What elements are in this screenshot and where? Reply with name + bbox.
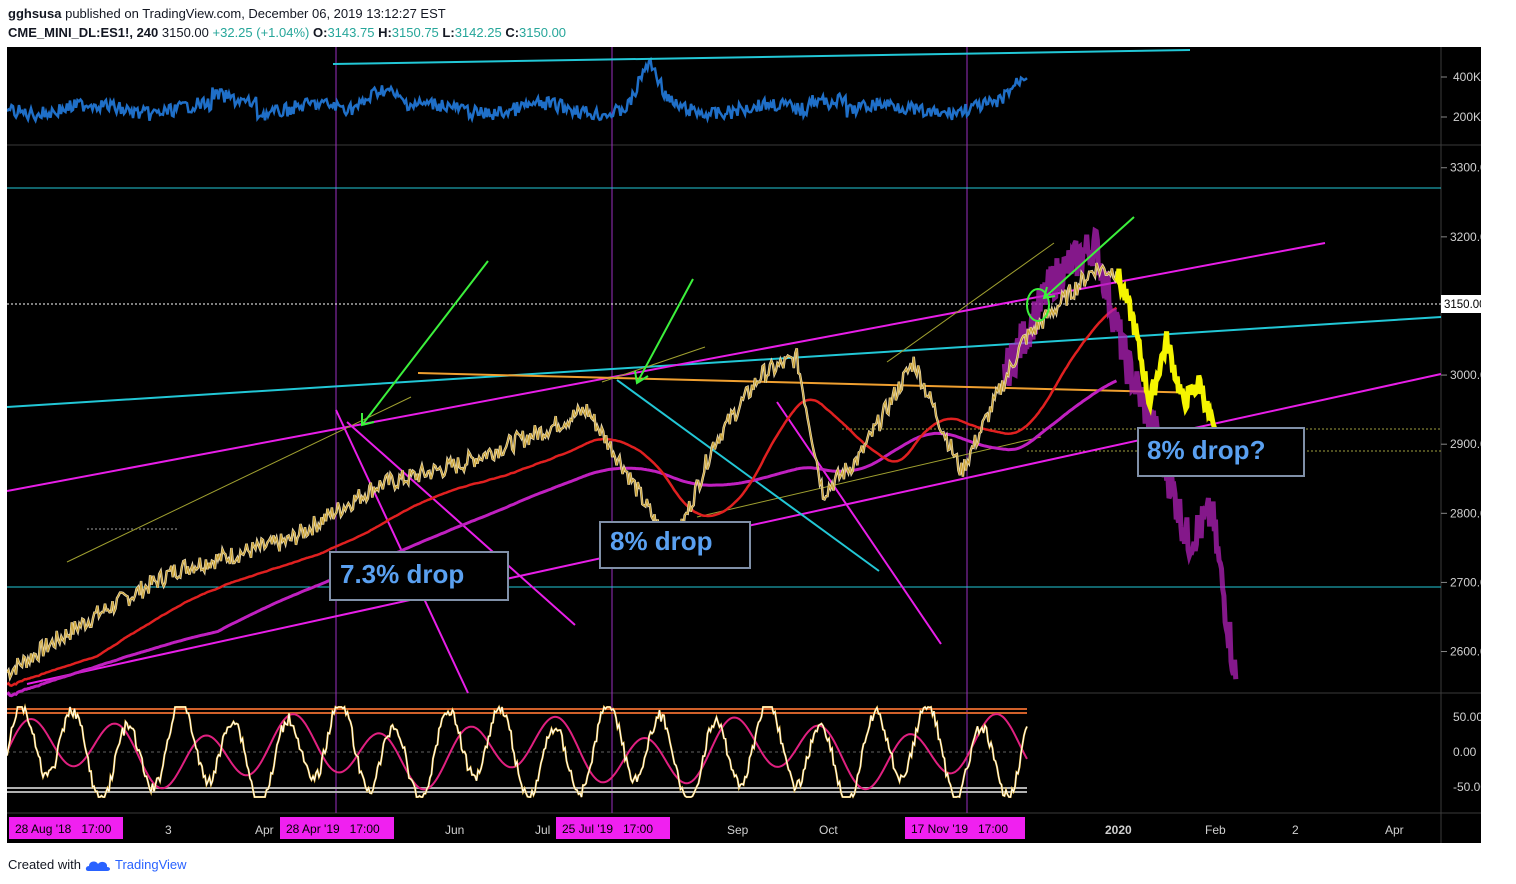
- volume-axis-label-200k: 200K: [1453, 110, 1481, 124]
- annotation-8-drop[interactable]: 8% drop: [599, 521, 751, 569]
- last-price: 3150.00: [161, 25, 209, 40]
- tradingview-brand-link[interactable]: TradingView: [114, 857, 187, 872]
- high-value: 3150.75: [391, 25, 439, 40]
- annotation-7-3-drop-text: 7.3% drop: [340, 559, 464, 589]
- pane-separators: [7, 47, 1481, 843]
- time-axis: 3 Apr Jun Jul Sep Oct 2020 Feb 2 Apr 28 Aug '18 1…: [9, 817, 1404, 839]
- projection-series-line: [1114, 268, 1220, 445]
- annotation-8-drop-question[interactable]: 8% drop?: [1137, 427, 1305, 477]
- close-value: 3150.00: [519, 25, 567, 40]
- olive-line-4: [696, 436, 1042, 518]
- open-value: 3143.75: [327, 25, 375, 40]
- date-highlight-3: 25 Jul '19 17:00: [562, 822, 653, 836]
- author-name[interactable]: gghsusa: [8, 6, 62, 21]
- price-axis-label: 3200.00: [1450, 230, 1481, 244]
- date-highlight-2-bg: [280, 817, 394, 839]
- tradingview-logo-icon: [85, 861, 110, 871]
- oscillator-pane: 50.00 0.00 -50.00: [6, 703, 1487, 799]
- arrow-1-head: [361, 413, 375, 427]
- last-price-label-bg: [1441, 295, 1481, 313]
- time-axis-label: 2020: [1105, 823, 1132, 837]
- arrow-1-shaft: [361, 260, 489, 426]
- time-axis-label: 3: [165, 823, 172, 837]
- price-axis-label: 3300.00: [1450, 161, 1481, 175]
- chart-area[interactable]: 400K 200K: [5, 47, 1494, 843]
- time-axis-label: Jul: [535, 823, 550, 837]
- time-axis-label: Jun: [445, 823, 464, 837]
- date-highlight-1: 28 Aug '18 17:00: [15, 822, 112, 836]
- volume-axis-label-400k: 400K: [1453, 70, 1481, 84]
- symbol-label: CME_MINI_DL:ES1!, 240: [8, 25, 159, 40]
- close-label: C:: [505, 25, 520, 40]
- date-highlight-2: 28 Apr '19 17:00: [286, 822, 380, 836]
- volume-series-line: [6, 56, 1028, 124]
- oscillator-axis-label: -50.00: [1453, 780, 1481, 794]
- cyan-descending-line: [616, 379, 880, 572]
- arrow-3-shaft: [1043, 216, 1135, 299]
- time-axis-label: 2: [1292, 823, 1299, 837]
- cyan-long-trendline: [6, 316, 1442, 408]
- low-label: L:: [442, 25, 455, 40]
- olive-line-3: [886, 242, 1055, 363]
- price-axis-label: 2900.00: [1450, 437, 1481, 451]
- time-axis-label: Apr: [255, 823, 274, 837]
- arrow-2-shaft: [636, 278, 694, 384]
- olive-line-2: [601, 346, 706, 383]
- volume-trendline: [332, 49, 1191, 65]
- chart-svg[interactable]: 400K 200K: [5, 47, 1494, 843]
- time-axis-label: Feb: [1205, 823, 1226, 837]
- magenta-drop-line-2: [346, 421, 576, 626]
- arrow-3-head: [1042, 286, 1056, 300]
- price-axis-label: 2700.00: [1450, 575, 1481, 589]
- last-price-label: 3150.00: [1444, 299, 1481, 311]
- volume-pane: 400K 200K: [6, 49, 1481, 124]
- oscillator-axis-label: 50.00: [1453, 710, 1481, 724]
- orange-resistance: [417, 372, 1205, 394]
- publish-info: gghsusa published on TradingView.com, De…: [8, 6, 446, 21]
- time-axis-label: Apr: [1385, 823, 1404, 837]
- oscillator-axis-label: 0.00: [1453, 745, 1477, 759]
- magenta-drop-line-3: [776, 401, 942, 645]
- footer: Created with TradingView: [8, 857, 187, 872]
- olive-line-1: [66, 396, 412, 563]
- price-series-line: [5, 262, 1118, 683]
- ghost-projection-series: [1001, 226, 1239, 680]
- price-pane: 7.3% drop 8% drop 8% drop? 3300.00 3200.0…: [5, 161, 1494, 698]
- price-axis: 3300.003200.003100.003000.002900.002800.…: [1441, 161, 1494, 659]
- date-highlight-3-bg: [556, 817, 670, 839]
- moving-average-red: [6, 306, 1118, 688]
- time-axis-label: Oct: [819, 823, 838, 837]
- time-axis-label: Sep: [727, 823, 749, 837]
- annotation-8-drop-question-text: 8% drop?: [1147, 435, 1265, 465]
- annotation-8-drop-text: 8% drop: [610, 526, 713, 556]
- price-axis-label: 2800.00: [1450, 506, 1481, 520]
- green-arrows: [361, 216, 1135, 427]
- price-series-line-overlay: [6, 262, 1117, 680]
- open-label: O:: [313, 25, 328, 40]
- date-highlight-4: 17 Nov '19 17:00: [911, 822, 1008, 836]
- date-highlight-4-bg: [905, 817, 1025, 839]
- low-value: 3142.25: [454, 25, 502, 40]
- oscillator-axis: 50.00 0.00 -50.00: [1453, 710, 1487, 794]
- ohlc-legend: CME_MINI_DL:ES1!, 240 3150.00 +32.25 (+1…: [8, 25, 566, 40]
- high-label: H:: [378, 25, 392, 40]
- oscillator-fast-line-overlay: [6, 705, 1028, 798]
- annotation-7-3-drop[interactable]: 7.3% drop: [329, 551, 509, 601]
- date-highlight-1-bg: [9, 817, 123, 839]
- created-with-text: Created with: [8, 857, 81, 872]
- price-axis-label: 3000.00: [1450, 368, 1481, 382]
- publish-text: published on TradingView.com, December 0…: [65, 6, 446, 21]
- price-change: +32.25 (+1.04%): [212, 25, 310, 40]
- price-axis-label: 2600.00: [1450, 645, 1481, 659]
- highlight-circle: [1026, 288, 1050, 322]
- arrow-2-head: [634, 370, 649, 385]
- moving-average-purple: [6, 379, 1118, 698]
